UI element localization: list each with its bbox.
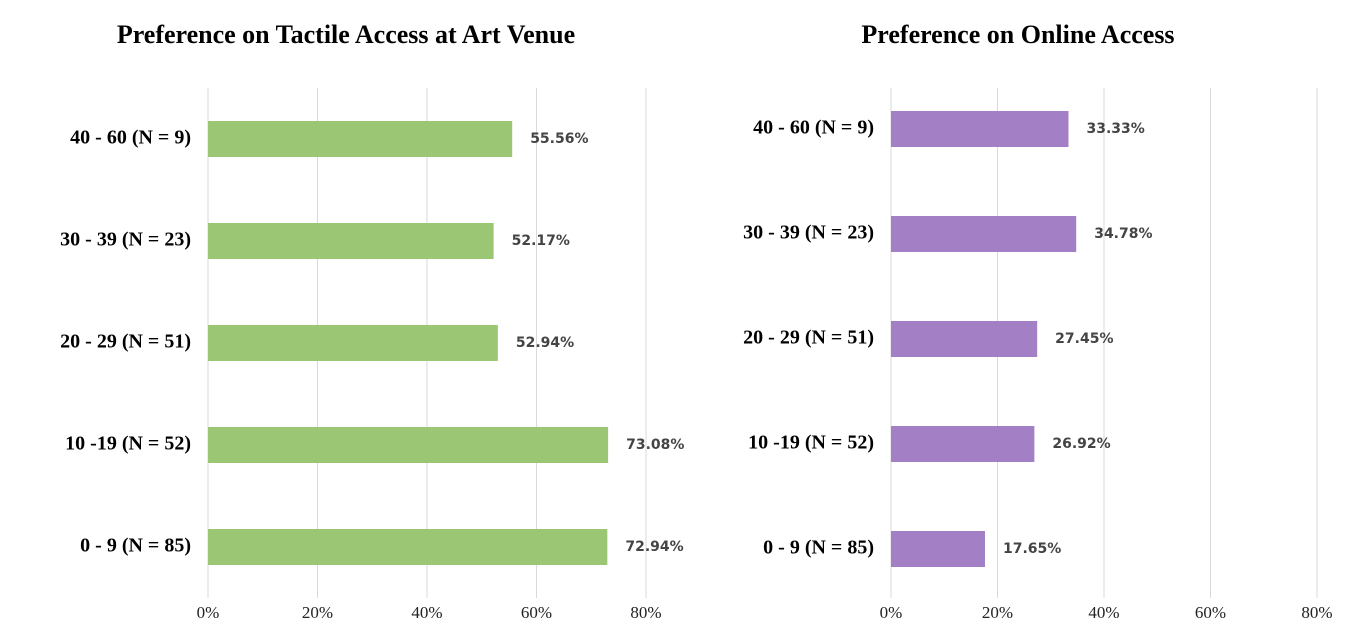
value-label: 27.45% [1055,331,1113,347]
category-label: 10 -19 (N = 52) [748,432,874,454]
chart-title: Preference on Online Access [861,20,1174,49]
x-tick-label: 40% [1088,603,1119,622]
value-label: 73.08% [626,437,684,453]
category-label: 30 - 39 (N = 23) [60,229,191,251]
category-label: 0 - 9 (N = 85) [763,537,874,559]
x-tick-label: 80% [1301,603,1332,622]
x-tick-label: 0% [880,603,903,622]
x-tick-label: 40% [411,603,442,622]
bar [891,321,1038,357]
chart-title: Preference on Tactile Access at Art Venu… [117,20,575,49]
value-label: 52.17% [512,233,570,249]
bar [891,531,985,567]
bar [891,111,1069,147]
category-label: 10 -19 (N = 52) [65,433,191,455]
category-label: 40 - 60 (N = 9) [70,127,191,149]
value-label: 17.65% [1003,541,1061,557]
category-label: 0 - 9 (N = 85) [80,535,191,557]
bar [208,325,498,361]
value-label: 72.94% [625,539,683,555]
x-tick-label: 60% [521,603,552,622]
category-label: 20 - 29 (N = 51) [743,327,874,349]
category-label: 20 - 29 (N = 51) [60,331,191,353]
value-label: 52.94% [516,335,574,351]
category-label: 30 - 39 (N = 23) [743,222,874,244]
bar [208,121,513,157]
x-tick-label: 0% [197,603,220,622]
x-tick-label: 80% [630,603,661,622]
value-label: 33.33% [1086,121,1144,137]
bar [208,427,609,463]
x-tick-label: 20% [302,603,333,622]
bar [208,529,608,565]
x-tick-label: 60% [1195,603,1226,622]
x-tick-label: 20% [982,603,1013,622]
category-label: 40 - 60 (N = 9) [753,117,874,139]
value-label: 55.56% [530,131,588,147]
value-label: 26.92% [1052,436,1110,452]
bar [208,223,494,259]
bar [891,216,1077,252]
value-label: 34.78% [1094,226,1152,242]
bar [891,426,1035,462]
